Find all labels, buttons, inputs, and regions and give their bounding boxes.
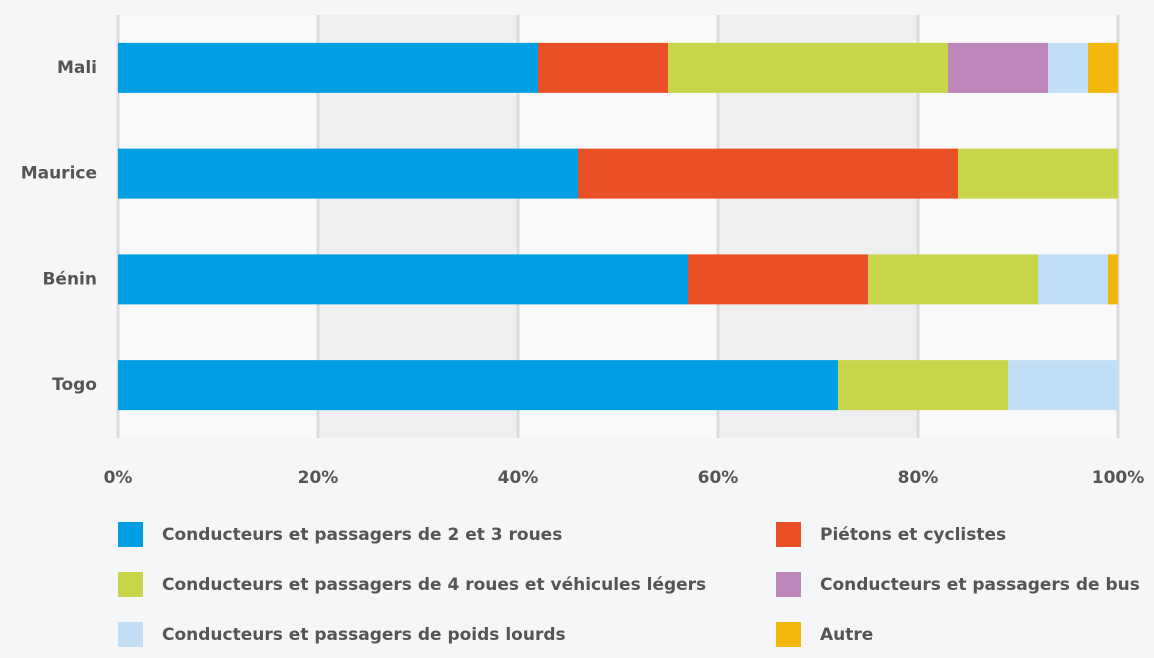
x-tick-label: 20% bbox=[298, 468, 339, 488]
x-tick-label: 40% bbox=[498, 468, 539, 488]
bar-segment bbox=[948, 42, 1048, 93]
bar-segment bbox=[688, 254, 868, 305]
bar-segment bbox=[1108, 254, 1118, 305]
bar-segment bbox=[118, 148, 578, 199]
bar-segment bbox=[668, 42, 948, 93]
y-tick-label: Mali bbox=[57, 58, 97, 78]
x-tick-label: 100% bbox=[1092, 468, 1145, 488]
bar-segment bbox=[118, 42, 538, 93]
x-tick-label: 60% bbox=[698, 468, 739, 488]
bar-segment bbox=[1088, 42, 1118, 93]
legend-swatch bbox=[776, 622, 801, 647]
y-tick-label: Togo bbox=[52, 375, 97, 395]
legend-label: Conducteurs et passagers de 2 et 3 roues bbox=[162, 525, 562, 545]
bar-segment bbox=[118, 360, 838, 411]
legend-swatch bbox=[118, 522, 143, 547]
bar-segment bbox=[1008, 360, 1118, 411]
bar-segment bbox=[538, 42, 668, 93]
x-tick-label: 0% bbox=[104, 468, 133, 488]
x-tick-label: 80% bbox=[898, 468, 939, 488]
legend-label: Autre bbox=[820, 625, 873, 645]
y-tick-label: Maurice bbox=[21, 164, 97, 184]
bar-segment bbox=[578, 148, 958, 199]
legend-label: Piétons et cyclistes bbox=[820, 525, 1006, 545]
legend-swatch bbox=[118, 572, 143, 597]
y-tick-label: Bénin bbox=[42, 269, 97, 289]
legend-label: Conducteurs et passagers de bus bbox=[820, 575, 1140, 595]
bar-segment bbox=[1048, 42, 1088, 93]
legend-label: Conducteurs et passagers de 4 roues et v… bbox=[162, 575, 706, 595]
bar-segment bbox=[868, 254, 1038, 305]
legend-swatch bbox=[776, 522, 801, 547]
bar-segment bbox=[838, 360, 1008, 411]
legend-swatch bbox=[776, 572, 801, 597]
legend-label: Conducteurs et passagers de poids lourds bbox=[162, 625, 566, 645]
legend-swatch bbox=[118, 622, 143, 647]
bar-segment bbox=[958, 148, 1118, 199]
bar-segment bbox=[118, 254, 688, 305]
bar-segment bbox=[1038, 254, 1108, 305]
